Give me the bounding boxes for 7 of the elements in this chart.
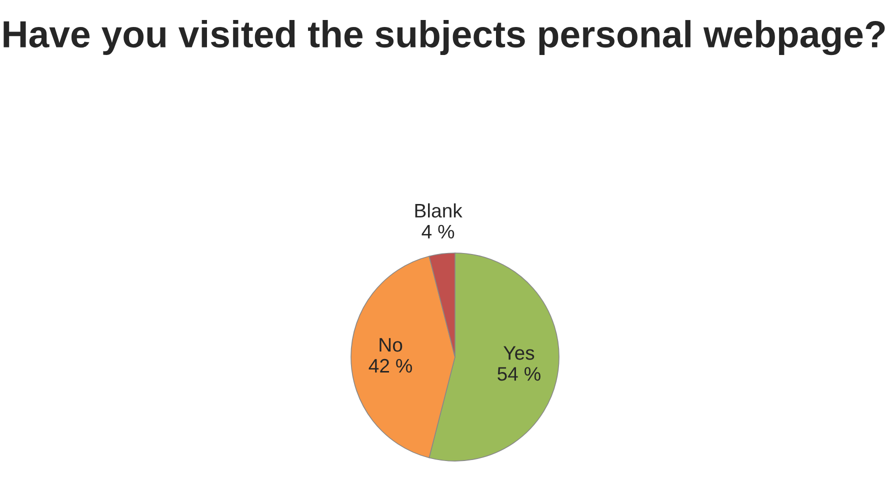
slice-label: No <box>380 338 402 352</box>
data-label: 42 % <box>368 358 412 373</box>
data-label: 4 % <box>422 224 454 238</box>
slice-label: Yes <box>504 346 534 360</box>
slice-label: Blank <box>415 203 462 218</box>
data-label: 54 % <box>498 367 540 381</box>
chart-title: Have you visited the subjects personal webpage? <box>4 20 885 56</box>
